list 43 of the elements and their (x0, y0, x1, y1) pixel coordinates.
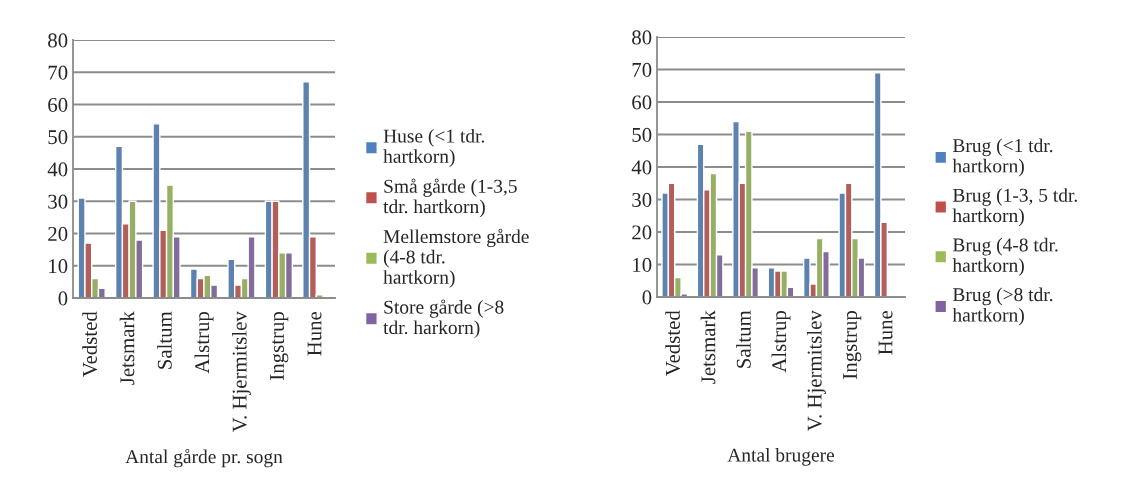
y-tick-label: 0 (58, 291, 68, 306)
x-tick-label: V. Hjermitslev (231, 311, 251, 433)
y-tick-label: 20 (48, 226, 68, 241)
legend-label: Store gårde (>8 tdr. harkorn) (383, 299, 504, 339)
legend-label: Små gårde (1-3,5 tdr. hartkorn) (383, 178, 517, 218)
x-tick-label: Hune (878, 310, 893, 355)
y-tick-label: 10 (633, 257, 652, 272)
x-axis-title: Antal brugere (727, 448, 835, 466)
legend-label: Brug (>8 tdr. hartkorn) (952, 287, 1053, 326)
y-tick-label: 10 (49, 259, 68, 274)
y-tick-label: 60 (632, 95, 652, 110)
x-tick-label: Jetsmark (700, 310, 716, 384)
y-tick-label: 80 (632, 30, 652, 45)
x-tick-label: Alstrup (194, 312, 214, 374)
y-tick-label: 50 (632, 127, 652, 142)
y-tick-label: 50 (48, 130, 68, 145)
x-tick-label: V. Hjermitslev (806, 310, 826, 432)
legend-label: Brug (<1 tdr. hartkorn) (952, 138, 1053, 177)
x-tick-label: Vedsted (665, 310, 681, 376)
bar (114, 145, 124, 298)
y-tick-label: 30 (48, 194, 68, 209)
x-tick-label: Hune (307, 311, 322, 356)
y-tick-label: 20 (632, 225, 652, 240)
y-tick-label: 80 (48, 33, 68, 48)
y-tick-label: 70 (632, 62, 652, 77)
legend-label: Mellemstore gårde (4-8 tdr. hartkorn) (383, 228, 529, 288)
x-tick-label: Saltum (157, 311, 172, 369)
x-tick-label: Alstrup (771, 311, 791, 373)
x-tick-label: Ingstrup (270, 312, 289, 380)
x-tick-label: Saltum (736, 310, 751, 368)
y-tick-label: 40 (47, 162, 68, 177)
x-tick-label: Jetsmark (119, 311, 135, 385)
x-axis-title: Antal gårde pr. sogn (125, 449, 283, 468)
y-tick-label: 0 (642, 290, 652, 305)
y-tick-label: 70 (48, 65, 68, 80)
y-tick-label: 40 (631, 160, 652, 175)
legend-label: Brug (1-3, 5 tdr. hartkorn) (952, 188, 1077, 227)
x-tick-label: Vedsted (82, 311, 98, 377)
legend-label: Brug (4-8 tdr. hartkorn) (952, 237, 1058, 276)
legend-label: Huse (<1 tdr. hartkorn) (383, 128, 485, 167)
y-tick-label: 60 (48, 97, 68, 112)
y-tick-label: 30 (632, 192, 652, 207)
x-tick-label: Ingstrup (843, 311, 862, 379)
